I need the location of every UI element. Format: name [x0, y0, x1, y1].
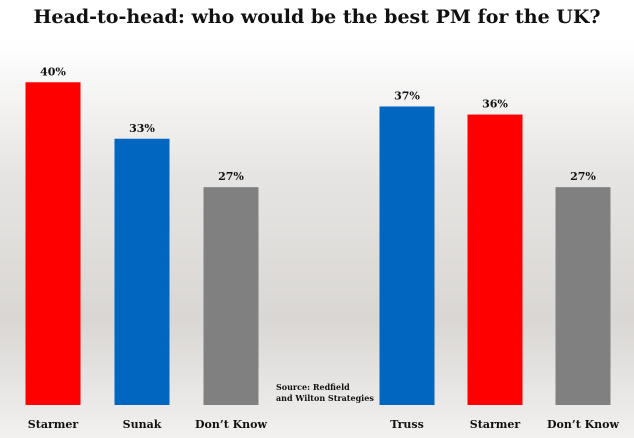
bar [467, 114, 523, 405]
value-label: 36% [482, 98, 508, 111]
x-tick-label: Starmer [470, 418, 521, 431]
value-label: 40% [40, 65, 66, 78]
bar [25, 82, 81, 405]
x-tick-label: Don’t Know [195, 418, 268, 431]
value-label: 27% [570, 170, 596, 183]
bar [114, 138, 170, 405]
value-label: 37% [394, 89, 420, 102]
x-tick-label: Don’t Know [547, 418, 620, 431]
background [0, 40, 634, 438]
x-tick-label: Sunak [123, 418, 162, 431]
source: and Wilton Strategies [276, 393, 374, 403]
value-label: 27% [218, 170, 244, 183]
source: Source: Redfield [276, 382, 350, 392]
bar [379, 106, 435, 406]
bar [203, 187, 259, 405]
bar [555, 187, 611, 405]
x-tick-label: Truss [390, 418, 424, 431]
value-label: 33% [129, 122, 155, 135]
chart-title: Head-to-head: who would be the best PM f… [33, 6, 600, 28]
x-tick-label: Starmer [28, 418, 79, 431]
